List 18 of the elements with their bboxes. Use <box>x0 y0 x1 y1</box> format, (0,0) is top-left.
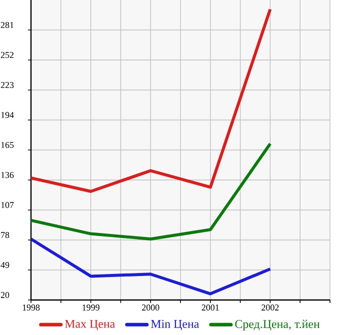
x-tick-label: 2002 <box>262 304 279 311</box>
legend-label: Min Цена <box>150 320 200 330</box>
x-tick-label: 2001 <box>202 304 219 311</box>
y-tick-label: 49 <box>0 262 10 268</box>
y-tick-label: 136 <box>1 172 14 178</box>
y-tick-label: 252 <box>0 52 14 58</box>
y-tick-label: 194 <box>1 112 14 118</box>
x-tick-label: 1999 <box>82 304 100 311</box>
x-tick-label: 2000 <box>142 304 160 311</box>
y-tick-label: 20 <box>0 292 10 298</box>
y-tick-label: 78 <box>1 232 10 238</box>
legend-label: Сред.Цена, т.йен <box>235 320 320 331</box>
legend-label: Max Цена <box>64 320 115 330</box>
y-tick-label: 165 <box>1 142 14 148</box>
x-tick-label: 1998 <box>22 304 40 311</box>
y-tick-label: 107 <box>1 202 14 208</box>
y-tick-label: 223 <box>0 82 14 88</box>
y-tick-label: 281 <box>0 22 14 28</box>
